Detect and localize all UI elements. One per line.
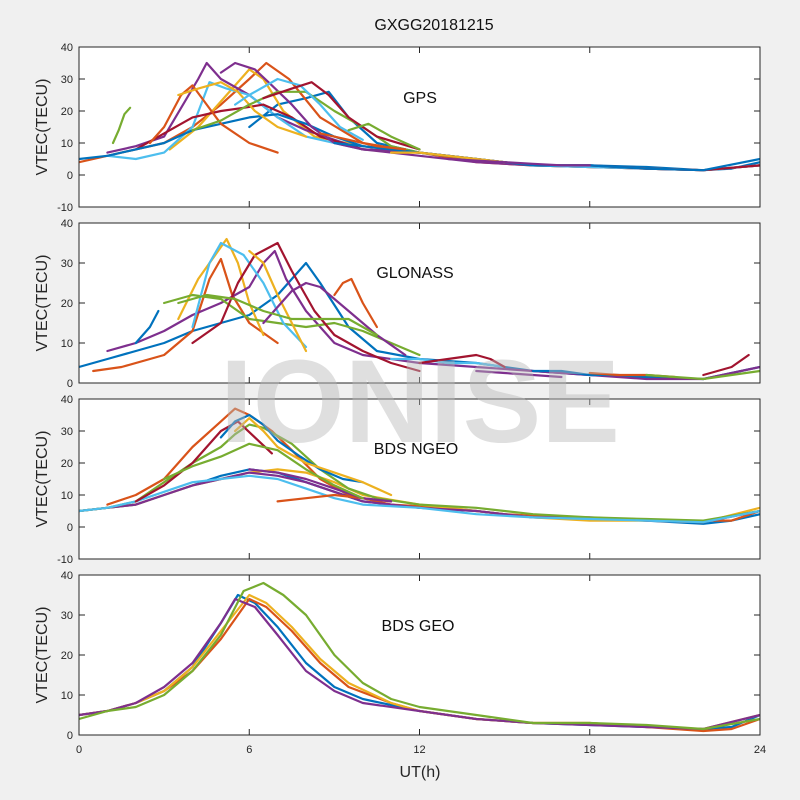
panel-label: GPS <box>403 90 437 107</box>
panel-2: 0 10 20 30 40 VTEC(TECU) GLONASS <box>34 218 761 390</box>
series-line-18 <box>446 157 591 167</box>
panel-label: GLONASS <box>376 265 453 282</box>
x-tick-label: 24 <box>754 744 766 756</box>
series-line-7 <box>191 241 421 373</box>
y-tick-label: 0 <box>67 522 73 534</box>
y-tick-label: 0 <box>67 170 73 182</box>
y-tick-label: -10 <box>57 554 73 566</box>
y-tick-label: -10 <box>57 202 73 214</box>
series-line-19 <box>475 369 563 379</box>
series-line-10 <box>248 249 308 353</box>
y-tick-label: 10 <box>61 138 73 150</box>
plot-area <box>79 47 760 207</box>
series-line-11 <box>219 61 421 154</box>
x-tick-label: 18 <box>584 744 596 756</box>
series-line-7 <box>134 420 273 503</box>
x-tick-label: 0 <box>76 744 82 756</box>
y-tick-label: 20 <box>61 298 73 310</box>
series-line-4 <box>79 597 760 731</box>
plot-area <box>79 575 760 735</box>
series-line-8 <box>134 309 160 345</box>
y-tick-label: 0 <box>67 378 73 390</box>
y-tick-label: 40 <box>61 570 73 582</box>
y-axis-label: VTEC(TECU) <box>34 431 51 528</box>
series-line-14 <box>418 353 506 369</box>
series-group <box>79 581 760 733</box>
y-axis-label: VTEC(TECU) <box>34 607 51 704</box>
series-line-8 <box>79 113 760 172</box>
panel-label: BDS NGEO <box>374 441 458 458</box>
series-line-12 <box>163 442 364 500</box>
series-line-12 <box>177 293 378 337</box>
y-tick-label: 30 <box>61 426 73 438</box>
watermark-text: IONISE <box>220 336 620 468</box>
panels: -10 0 10 20 30 40 VTEC(TECU) GPS 0 10 20 30 40 VTEC(T… <box>34 42 766 756</box>
y-tick-label: 10 <box>61 338 73 350</box>
y-axis-label: VTEC(TECU) <box>34 255 51 352</box>
panel-4: 0 10 20 30 40 0 6 12 18 24 VTEC(TECU) BDS GEO <box>34 570 766 756</box>
series-line-13 <box>390 357 506 369</box>
panel-label: BDS GEO <box>382 618 455 635</box>
y-tick-label: 10 <box>61 490 73 502</box>
y-tick-label: 30 <box>61 610 73 622</box>
x-tick-label: 6 <box>246 744 252 756</box>
series-line-8 <box>219 413 364 484</box>
series-line-16 <box>319 132 407 151</box>
y-tick-label: 40 <box>61 42 73 54</box>
y-tick-label: 30 <box>61 74 73 86</box>
y-tick-label: 20 <box>61 106 73 118</box>
series-line-9 <box>333 277 378 329</box>
y-tick-label: 30 <box>61 258 73 270</box>
series-line-17 <box>645 369 760 381</box>
y-tick-label: 20 <box>61 458 73 470</box>
series-line-6 <box>191 241 308 349</box>
x-axis-label: UT(h) <box>400 764 441 781</box>
y-tick-label: 0 <box>67 730 73 742</box>
series-line-19 <box>347 122 421 151</box>
series-line-5 <box>79 581 760 731</box>
y-tick-label: 40 <box>61 218 73 230</box>
series-group <box>79 237 760 381</box>
panel-3: -10 0 10 20 30 40 VTEC(TECU) BDS NGEO <box>34 394 761 566</box>
series-line-9 <box>234 417 393 497</box>
series-line-3 <box>177 237 265 337</box>
series-line-5 <box>79 423 760 522</box>
x-tick-label: 12 <box>413 744 425 756</box>
series-line-15 <box>333 141 421 154</box>
y-tick-label: 20 <box>61 650 73 662</box>
plot-area <box>79 223 760 383</box>
figure-title: GXGG20181215 <box>374 17 493 34</box>
y-tick-label: 40 <box>61 394 73 406</box>
series-line-11 <box>248 468 393 503</box>
series-group <box>79 407 760 525</box>
series-line-6 <box>79 474 760 524</box>
series-line-14 <box>262 81 421 151</box>
series-line-5 <box>111 106 132 145</box>
series-group <box>79 61 760 172</box>
plot-area <box>79 399 760 559</box>
panel-1: -10 0 10 20 30 40 VTEC(TECU) GPS <box>34 42 761 214</box>
series-line-18 <box>702 353 750 377</box>
y-axis-label: VTEC(TECU) <box>34 79 51 176</box>
series-line-10 <box>177 81 308 138</box>
series-line-9 <box>148 84 279 154</box>
y-tick-label: 10 <box>61 690 73 702</box>
